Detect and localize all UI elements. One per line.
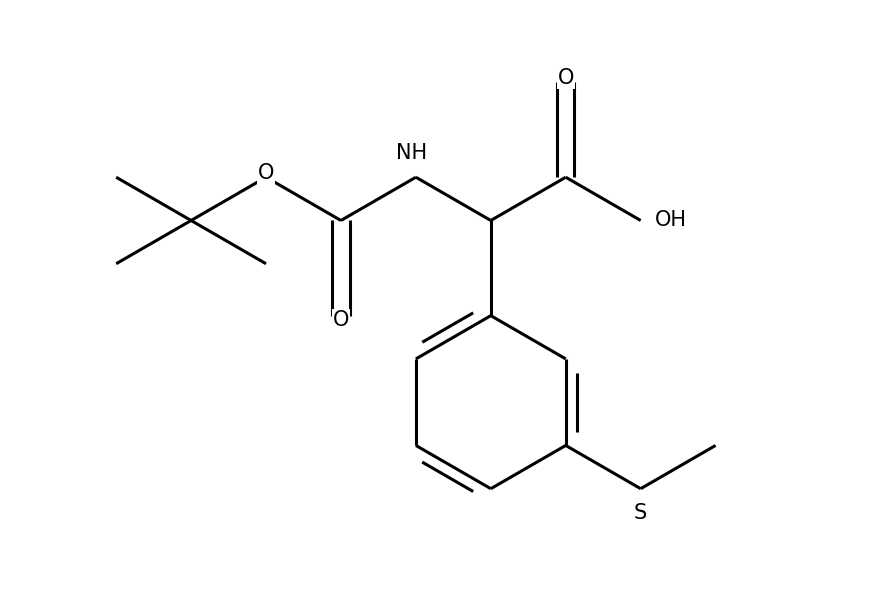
Text: OH: OH: [655, 211, 687, 230]
Text: NH: NH: [396, 143, 427, 163]
Text: O: O: [558, 68, 574, 88]
Text: O: O: [332, 310, 349, 330]
Text: O: O: [258, 163, 274, 183]
Text: S: S: [634, 503, 647, 523]
